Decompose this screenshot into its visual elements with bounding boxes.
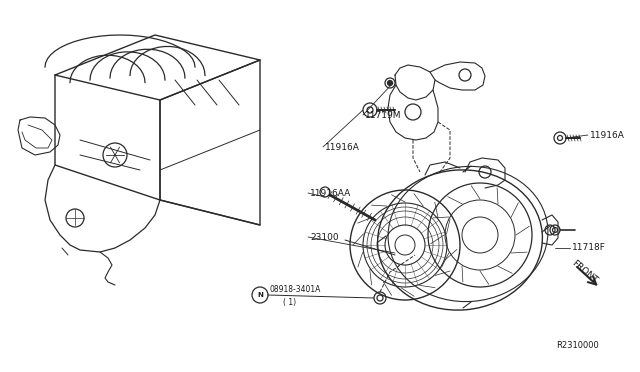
Text: 11916AA: 11916AA — [310, 189, 351, 198]
Text: 08918-3401A: 08918-3401A — [270, 285, 321, 295]
Text: 11916A: 11916A — [590, 131, 625, 140]
Text: 11916A: 11916A — [325, 142, 360, 151]
Text: 11719M: 11719M — [365, 110, 401, 119]
Text: 11718F: 11718F — [572, 244, 606, 253]
Text: ( 1): ( 1) — [283, 298, 296, 307]
Text: R2310000: R2310000 — [556, 340, 599, 350]
Text: N: N — [257, 292, 263, 298]
Text: FRONT: FRONT — [570, 259, 599, 285]
Text: 23100: 23100 — [310, 232, 339, 241]
Circle shape — [387, 80, 392, 86]
